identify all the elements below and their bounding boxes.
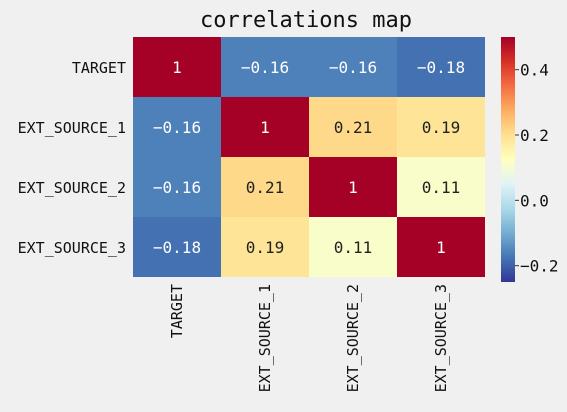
heatmap-cell [397,217,485,277]
heatmap-cell-label: 1 [260,118,270,137]
row-label: EXT_SOURCE_2 [18,179,126,197]
heatmap-cell-label: −0.16 [241,58,289,77]
colorbar-tick-label: 0.0 [520,191,549,210]
heatmap-cell-label: −0.16 [153,178,201,197]
heatmap-cell-labels: 1 −0.16 −0.16 −0.18 −0.16 1 0.21 0.19 −0.16 0.21 1… [153,58,465,257]
heatmap-cells [133,37,485,277]
heatmap-cell [397,37,485,97]
heatmap-cell [221,97,309,157]
row-label: EXT_SOURCE_3 [18,239,126,257]
col-label: EXT_SOURCE_1 [256,284,274,392]
heatmap-cell [309,157,397,217]
heatmap-cell [309,217,397,277]
heatmap-col-labels: TARGET EXT_SOURCE_1 EXT_SOURCE_2 EXT_SOURCE… [168,284,450,392]
heatmap-cell-label: 0.19 [246,238,285,257]
heatmap-cell-label: 0.21 [246,178,285,197]
heatmap-row-labels: TARGET EXT_SOURCE_1 EXT_SOURCE_2 EXT_SOURCE… [18,59,126,257]
heatmap-cell [133,37,221,97]
colorbar-ticks: 0.4 0.2 0.0 −0.2 [515,61,559,276]
col-label: EXT_SOURCE_3 [432,284,450,392]
heatmap-cell-label: 0.21 [334,118,373,137]
row-label: TARGET [72,59,126,77]
heatmap-cell [133,157,221,217]
heatmap-cell-label: 0.19 [422,118,461,137]
colorbar [501,37,515,282]
heatmap-cell-label: 1 [348,178,358,197]
heatmap-cell-label: −0.18 [417,58,465,77]
col-label: TARGET [168,284,186,338]
colorbar-tick-label: −0.2 [520,257,559,276]
heatmap-cell-label: −0.18 [153,238,201,257]
heatmap-cell-label: 1 [436,238,446,257]
heatmap-cell [397,97,485,157]
heatmap-cell-label: −0.16 [153,118,201,137]
colorbar-tick-label: 0.4 [520,61,549,80]
heatmap-cell-label: 0.11 [334,238,373,257]
chart-title: correlations map [200,8,412,33]
heatmap-cell [309,97,397,157]
heatmap-cell-label: 1 [172,58,182,77]
colorbar-tick-label: 0.2 [520,126,549,145]
heatmap-cell [133,97,221,157]
col-label: EXT_SOURCE_2 [344,284,362,392]
heatmap-cell-label: −0.16 [329,58,377,77]
heatmap-cell [221,217,309,277]
heatmap-cell [221,157,309,217]
heatmap-cell [133,217,221,277]
heatmap-cell [309,37,397,97]
heatmap-cell [397,157,485,217]
heatmap-cell [221,37,309,97]
heatmap-cell-label: 0.11 [422,178,461,197]
row-label: EXT_SOURCE_1 [18,119,126,137]
